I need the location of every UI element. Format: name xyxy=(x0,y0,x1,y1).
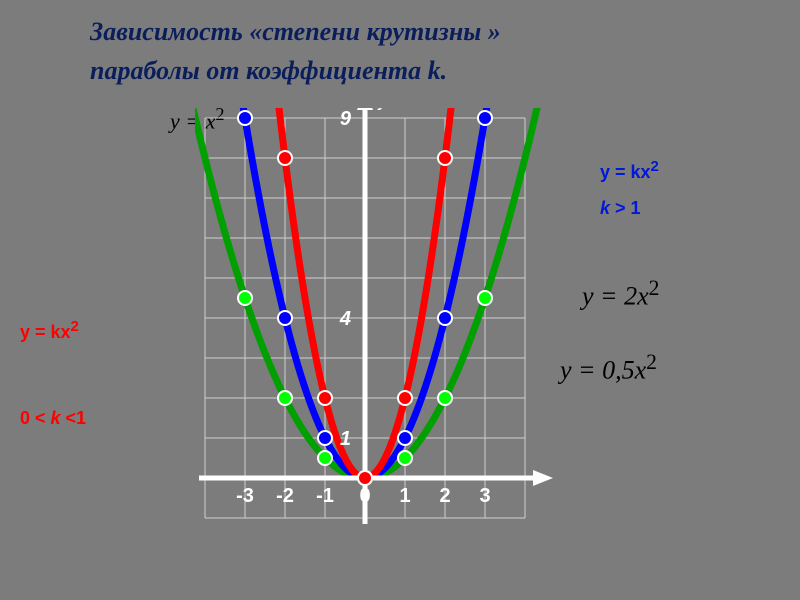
marker-green xyxy=(438,391,452,405)
x-tick: 3 xyxy=(479,485,490,507)
marker-blue xyxy=(478,111,492,125)
marker-red xyxy=(358,471,372,485)
x-tick: -1 xyxy=(316,485,334,507)
formula-y2x2: y = 2x2 xyxy=(582,276,659,312)
marker-blue xyxy=(398,431,412,445)
x-tick: -2 xyxy=(276,485,294,507)
parabola-chart: xy-3-2-10123149 xyxy=(195,108,555,528)
formula-y05x2: y = 0,5x2 xyxy=(560,350,657,386)
x-tick: 0 xyxy=(359,485,370,507)
y-tick: 9 xyxy=(340,108,352,130)
left-condition: 0 < k <1 xyxy=(20,408,86,429)
marker-green xyxy=(238,291,252,305)
page-title: Зависимость «степени крутизны » параболы… xyxy=(90,12,650,90)
y-axis-arrow xyxy=(357,108,373,110)
marker-red xyxy=(398,391,412,405)
marker-green xyxy=(478,291,492,305)
marker-green xyxy=(318,451,332,465)
y-tick: 1 xyxy=(340,428,351,450)
y-axis-label: y xyxy=(377,108,387,111)
title-line2: параболы от коэффициента k. xyxy=(90,56,447,85)
y-tick: 4 xyxy=(339,308,351,330)
marker-blue xyxy=(238,111,252,125)
x-axis-arrow xyxy=(533,470,553,486)
x-tick: -3 xyxy=(236,485,254,507)
left-equation: y = kx2 xyxy=(20,318,79,343)
right-condition: k > 1 xyxy=(600,198,641,219)
marker-blue xyxy=(278,311,292,325)
x-tick: 1 xyxy=(399,485,410,507)
marker-blue xyxy=(438,311,452,325)
x-tick: 2 xyxy=(439,485,450,507)
marker-green xyxy=(398,451,412,465)
right-equation: y = kx2 xyxy=(600,158,659,183)
title-line1: Зависимость «степени крутизны » xyxy=(90,17,501,46)
marker-blue xyxy=(318,431,332,445)
marker-green xyxy=(278,391,292,405)
marker-red xyxy=(438,151,452,165)
marker-red xyxy=(278,151,292,165)
marker-red xyxy=(318,391,332,405)
